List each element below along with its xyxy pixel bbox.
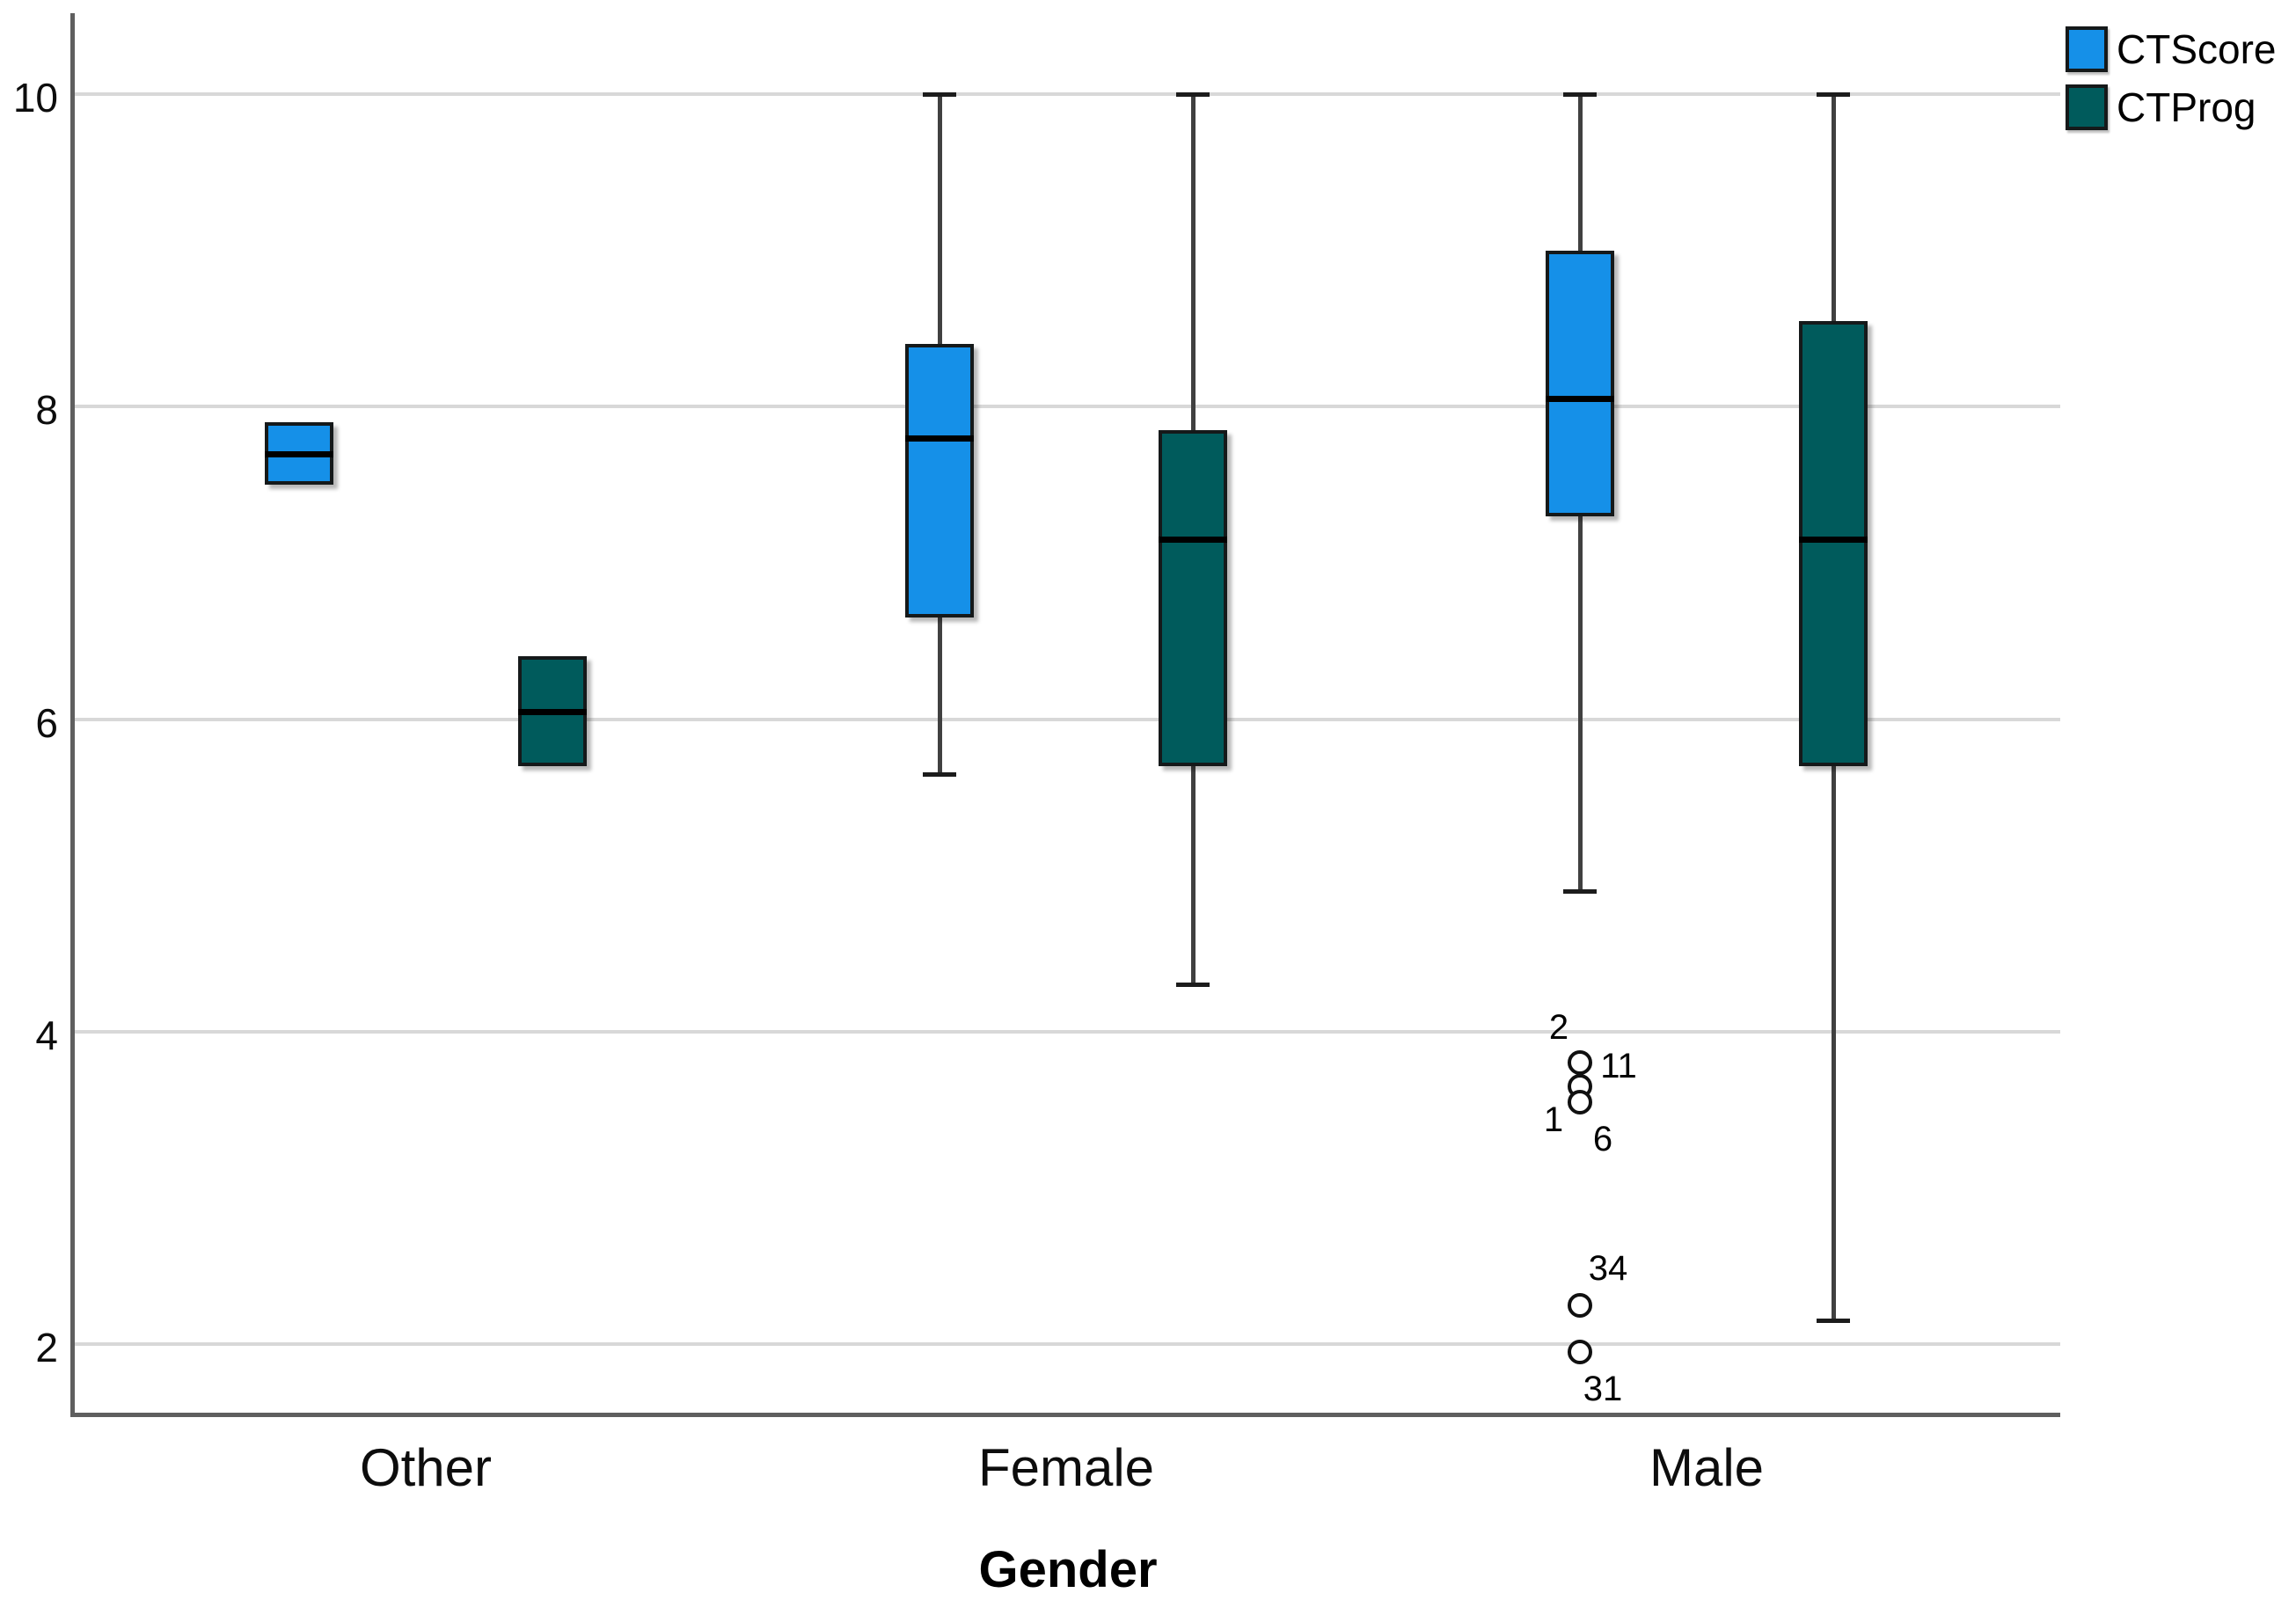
y-gridline xyxy=(72,92,2060,96)
median-ctscore-other xyxy=(265,450,333,457)
whisker-cap-upper-ctscore-male xyxy=(1563,92,1597,97)
outlier-circle-ctscore-male xyxy=(1568,1050,1592,1076)
whisker-upper-ctprog-male xyxy=(1832,94,1836,321)
whisker-cap-upper-ctprog-female xyxy=(1176,92,1210,97)
outlier-circle-ctscore-male xyxy=(1568,1292,1592,1318)
x-category-label-male: Male xyxy=(1649,1438,1765,1497)
whisker-upper-ctscore-male xyxy=(1578,94,1583,251)
y-tick-label: 4 xyxy=(35,1012,58,1058)
y-gridline xyxy=(72,1029,2060,1034)
box-ctprog-female xyxy=(1159,429,1227,766)
box-ctscore-female xyxy=(905,344,974,618)
outlier-circle-ctscore-male xyxy=(1568,1339,1592,1364)
outlier-circle-ctscore-male xyxy=(1568,1089,1592,1114)
legend-label-ctscore: CTScore xyxy=(2117,26,2277,72)
y-gridline xyxy=(72,1342,2060,1346)
whisker-cap-lower-ctprog-male xyxy=(1817,1319,1850,1324)
legend-swatch-ctscore xyxy=(2066,26,2108,72)
y-tick-label: 10 xyxy=(12,75,58,121)
outlier-label-case-11: 11 xyxy=(1600,1047,1637,1086)
outlier-label-case-34: 34 xyxy=(1588,1248,1628,1288)
legend-swatch-ctprog xyxy=(2066,84,2108,130)
whisker-cap-lower-ctprog-female xyxy=(1176,983,1210,988)
whisker-lower-ctscore-male xyxy=(1578,515,1583,891)
legend-entry-ctprog: CTProg xyxy=(2066,84,2276,130)
legend: CTScore CTProg xyxy=(2066,26,2276,130)
median-ctscore-female xyxy=(905,435,974,442)
whisker-cap-upper-ctprog-male xyxy=(1817,92,1850,97)
whisker-cap-lower-ctscore-female xyxy=(923,771,956,777)
whisker-lower-ctprog-female xyxy=(1191,765,1196,985)
whisker-lower-ctprog-male xyxy=(1832,765,1836,1321)
whisker-cap-upper-ctscore-female xyxy=(923,92,956,97)
x-axis-title: Gender xyxy=(978,1541,1158,1598)
median-ctprog-male xyxy=(1799,537,1868,544)
x-category-label-female: Female xyxy=(977,1438,1155,1497)
y-tick-label: 2 xyxy=(35,1325,58,1370)
y-tick-label: 8 xyxy=(35,387,58,434)
whisker-upper-ctprog-female xyxy=(1191,94,1196,430)
outlier-label-case-6: 6 xyxy=(1592,1119,1613,1158)
median-ctscore-male xyxy=(1546,396,1614,403)
x-axis-line xyxy=(70,1413,2060,1417)
y-gridline xyxy=(72,405,2060,409)
outlier-label-case-1: 1 xyxy=(1543,1100,1564,1139)
outlier-label-case-31: 31 xyxy=(1583,1369,1623,1408)
y-tick-label: 6 xyxy=(35,699,58,746)
legend-entry-ctscore: CTScore xyxy=(2066,26,2276,72)
y-gridline xyxy=(72,717,2060,721)
median-ctprog-other xyxy=(518,708,587,715)
box-ctprog-male xyxy=(1799,320,1868,766)
y-axis-line xyxy=(70,13,75,1415)
box-ctscore-male xyxy=(1546,250,1614,516)
legend-label-ctprog: CTProg xyxy=(2117,84,2256,130)
outlier-label-case-2: 2 xyxy=(1548,1008,1569,1048)
whisker-upper-ctscore-female xyxy=(938,94,942,345)
whisker-cap-lower-ctscore-male xyxy=(1563,888,1597,894)
x-category-label-other: Other xyxy=(359,1438,493,1497)
whisker-lower-ctscore-female xyxy=(938,618,942,774)
median-ctprog-female xyxy=(1159,537,1227,544)
